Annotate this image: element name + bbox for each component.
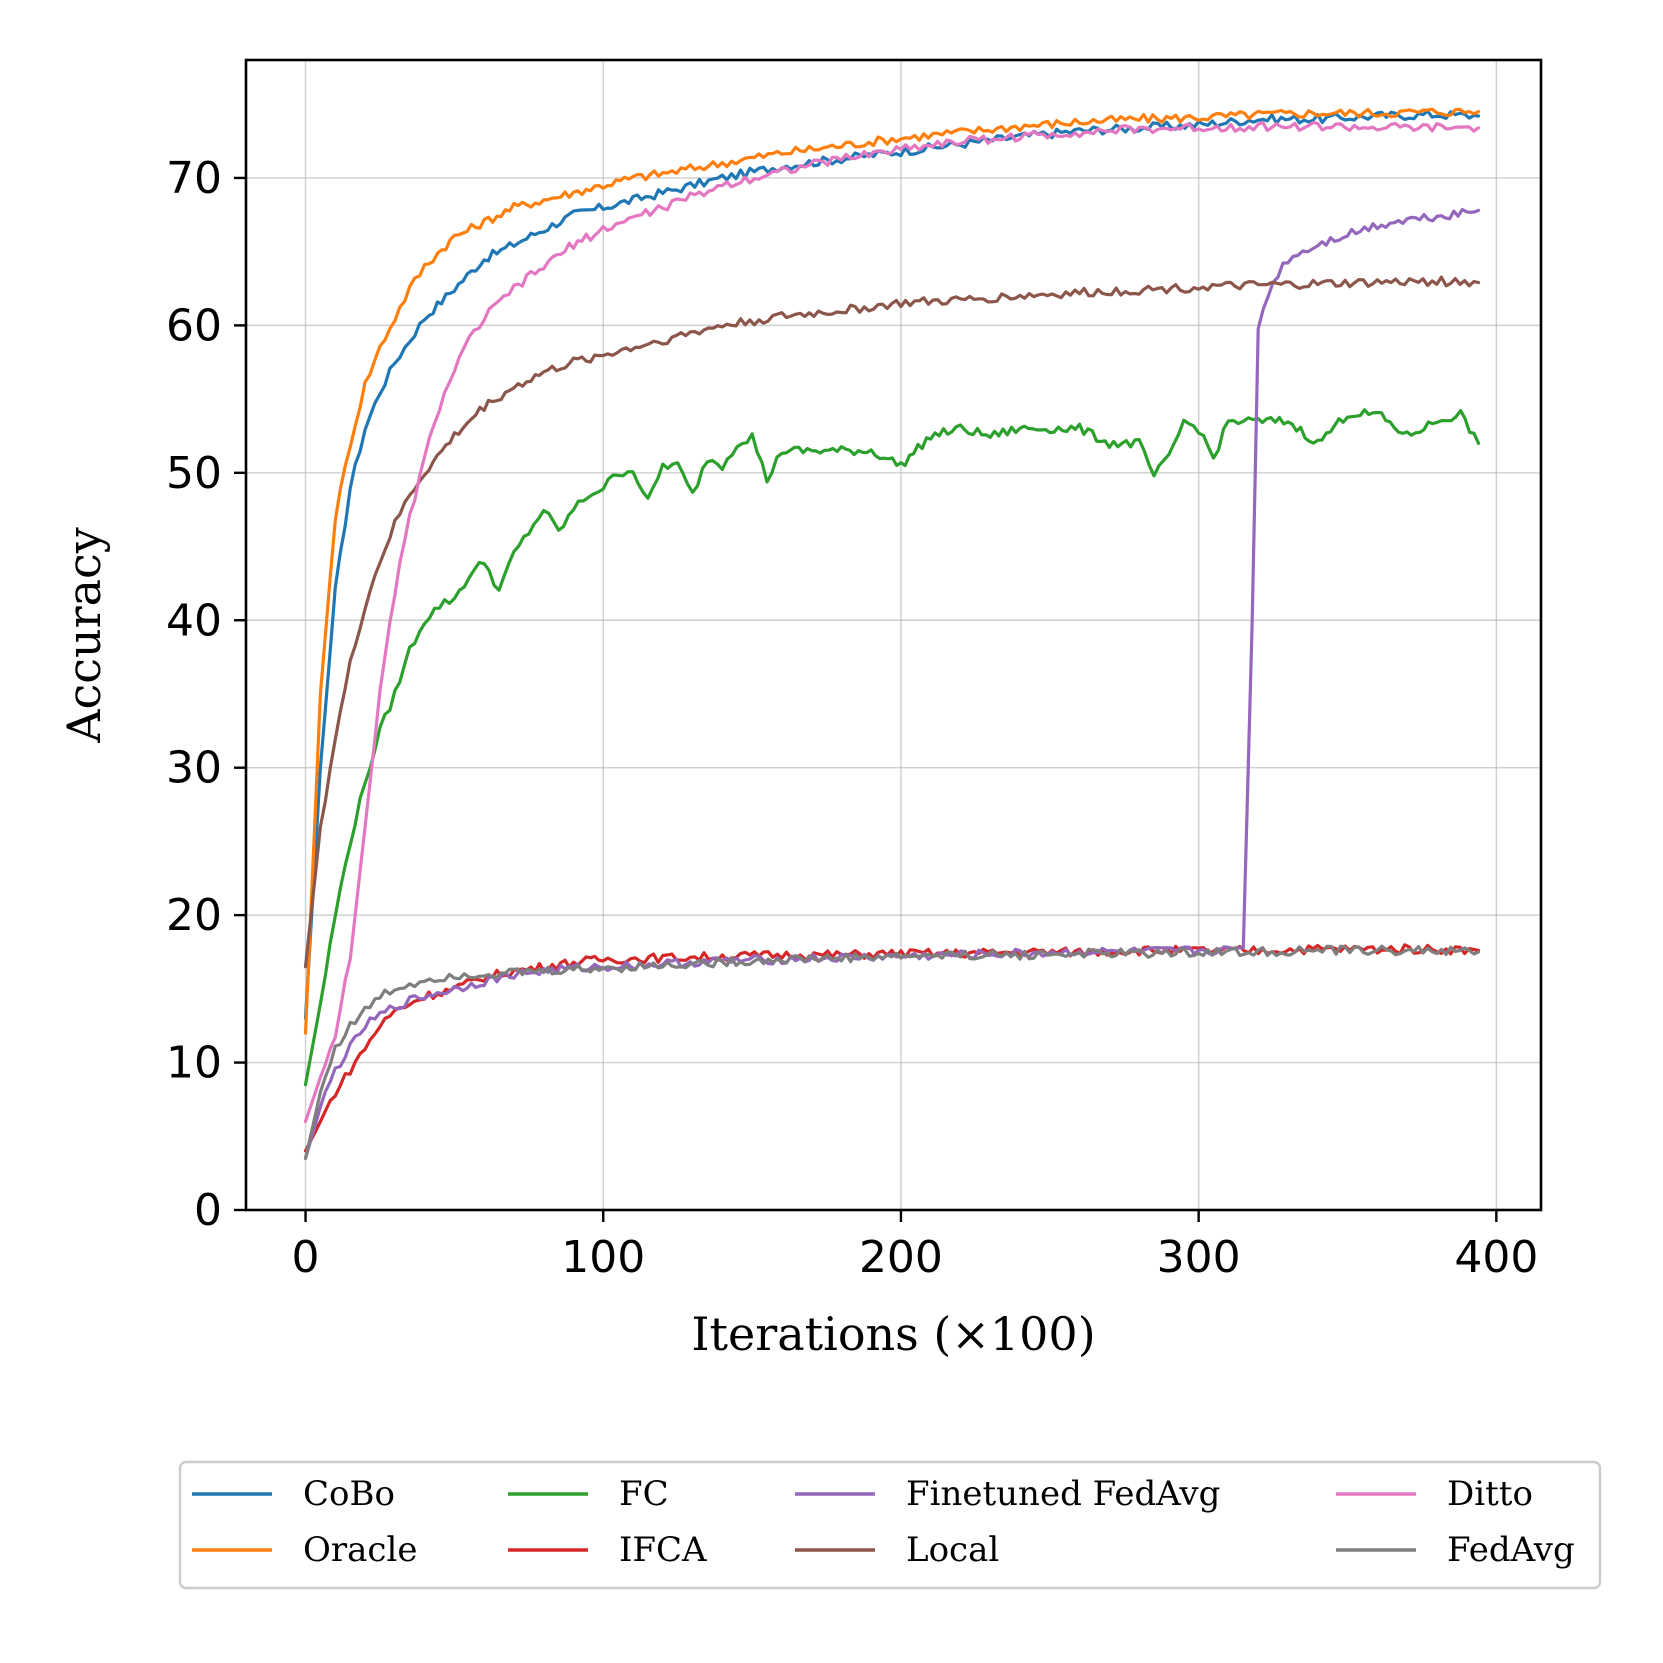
series-line-finetuned-fedavg xyxy=(303,207,1481,1160)
series-line-fedavg xyxy=(303,944,1481,1160)
x-tick-label: 300 xyxy=(1157,1232,1241,1283)
legend: CoBo Oracle FC IFCA Finetuned FedAvg Local Dit… xyxy=(178,1460,1602,1590)
x-tick-label: 400 xyxy=(1454,1232,1538,1283)
legend-label: FedAvg xyxy=(1447,1530,1575,1570)
legend-label: Local xyxy=(906,1530,999,1570)
x-tick-label: 0 xyxy=(292,1232,320,1283)
y-tick-label: 60 xyxy=(166,300,222,351)
plot-frame xyxy=(244,58,1543,1212)
y-tick-label: 30 xyxy=(166,743,222,794)
x-tick-label: 100 xyxy=(561,1232,645,1283)
y-tick-label: 70 xyxy=(166,153,222,204)
legend-label: Oracle xyxy=(303,1530,417,1570)
y-tick-label: 0 xyxy=(194,1185,222,1236)
y-tick-label: 10 xyxy=(166,1038,222,1089)
series-line-oracle xyxy=(303,107,1481,1035)
y-axis-label: Accuracy xyxy=(57,527,111,744)
legend-label: CoBo xyxy=(303,1474,395,1514)
y-tick-label: 50 xyxy=(166,448,222,499)
series-line-fc xyxy=(303,408,1481,1087)
legend-label: Ditto xyxy=(1447,1474,1533,1514)
x-axis-label: Iterations (×100) xyxy=(691,1307,1095,1361)
series-lines xyxy=(303,107,1481,1160)
legend-label: IFCA xyxy=(619,1530,707,1570)
y-tick-label: 40 xyxy=(166,595,222,646)
legend-label: Finetuned FedAvg xyxy=(906,1474,1220,1514)
series-line-ditto xyxy=(303,120,1481,1124)
axis-ticks: 0 100 200 300 400 0 10 20 30 40 50 60 70 xyxy=(166,153,1538,1283)
grid xyxy=(246,60,1541,1211)
x-tick-label: 200 xyxy=(859,1232,943,1283)
legend-label: FC xyxy=(619,1474,669,1514)
y-tick-label: 20 xyxy=(166,890,222,941)
series-line-local xyxy=(303,275,1481,969)
